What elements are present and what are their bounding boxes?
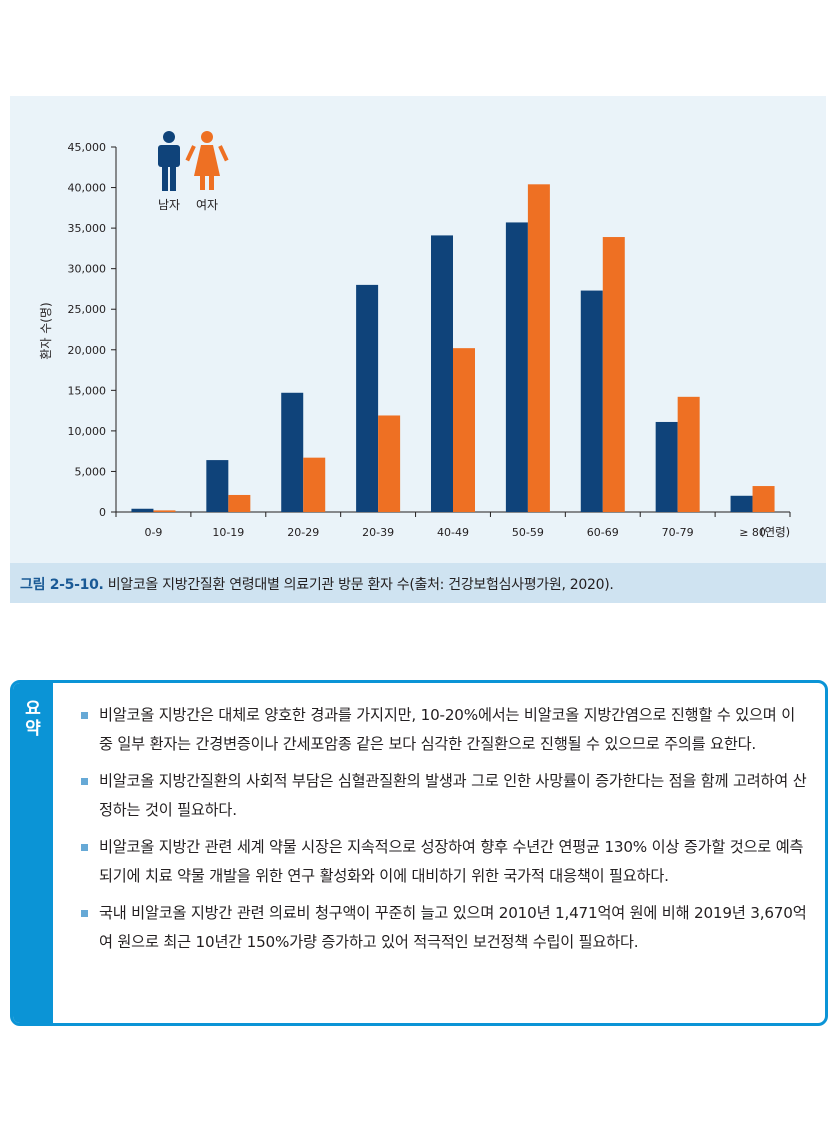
legend-label-female: 여자 <box>196 198 218 212</box>
female-figure-icon <box>185 131 229 190</box>
x-tick-label: 50-59 <box>512 526 544 539</box>
y-tick-label: 30,000 <box>68 263 107 276</box>
bar-female <box>228 494 251 512</box>
summary-item-text: 비알코올 지방간 관련 세계 약물 시장은 지속적으로 성장하여 향후 수년간 … <box>99 838 804 885</box>
bar-female <box>602 237 625 513</box>
y-tick-label: 5,000 <box>75 465 107 478</box>
bullet-icon <box>81 844 88 851</box>
summary-item: 국내 비알코올 지방간 관련 의료비 청구액이 꾸준히 늘고 있으며 2010년… <box>81 899 809 957</box>
male-figure-icon <box>158 131 180 191</box>
y-tick-label: 20,000 <box>68 344 107 357</box>
y-axis: 0 5,000 10,000 15,000 20,000 25,000 30,000 35,0… <box>68 141 117 519</box>
x-axis: 0-9 10-19 20-29 20-39 40-49 50-59 60-69 70-79 ≥ … <box>115 511 791 539</box>
summary-item-text: 비알코올 지방간질환의 사회적 부담은 심혈관질환의 발생과 그로 인한 사망률… <box>99 772 807 819</box>
bar-male <box>431 235 453 512</box>
bar-female <box>527 184 550 513</box>
y-tick-label: 45,000 <box>68 141 107 154</box>
bar-male <box>655 421 678 512</box>
x-tick-label: 60-69 <box>587 526 619 539</box>
summary-box: 요 약 비알코올 지방간은 대체로 양호한 경과를 가지지만, 10-20%에서… <box>10 680 828 1026</box>
summary-item-text: 국내 비알코올 지방간 관련 의료비 청구액이 꾸준히 늘고 있으며 2010년… <box>99 904 807 951</box>
y-tick-label: 25,000 <box>68 303 107 316</box>
bullet-icon <box>81 712 88 719</box>
y-tick-label: 35,000 <box>68 222 107 235</box>
bar-female <box>677 396 700 512</box>
summary-tab-label: 요 약 <box>13 699 53 739</box>
y-tick-label: 0 <box>99 506 106 519</box>
x-axis-unit-label: (연령) <box>760 525 790 539</box>
x-tick-label: 70-79 <box>662 526 694 539</box>
figure-caption-text: 비알코올 지방간질환 연령대별 의료기관 방문 환자 수(출처: 건강보험심사평… <box>103 577 614 593</box>
bullet-icon <box>81 910 88 917</box>
bar-female <box>303 457 326 512</box>
bullet-icon <box>81 778 88 785</box>
bar-male <box>206 460 229 512</box>
summary-list: 비알코올 지방간은 대체로 양호한 경과를 가지지만, 10-20%에서는 비알… <box>81 701 809 965</box>
bar-male <box>131 508 154 512</box>
legend-label-male: 남자 <box>158 198 180 212</box>
figure-caption-bar: 그림 2-5-10. 비알코올 지방간질환 연령대별 의료기관 방문 환자 수(… <box>10 563 826 603</box>
bar-female <box>153 510 176 512</box>
bar-female <box>453 348 475 512</box>
x-tick-label: 20-39 <box>362 526 394 539</box>
bars <box>131 184 775 513</box>
bar-female <box>752 486 775 512</box>
figure-number: 그림 2-5-10. <box>20 577 104 593</box>
summary-item-text: 비알코올 지방간은 대체로 양호한 경과를 가지지만, 10-20%에서는 비알… <box>99 706 795 753</box>
summary-item: 비알코올 지방간 관련 세계 약물 시장은 지속적으로 성장하여 향후 수년간 … <box>81 833 809 891</box>
bar-male <box>580 290 603 512</box>
bar-male <box>505 222 528 512</box>
summary-item: 비알코올 지방간은 대체로 양호한 경과를 가지지만, 10-20%에서는 비알… <box>81 701 809 759</box>
y-axis-label: 환자 수(명) <box>39 302 53 359</box>
bar-chart: 0 5,000 10,000 15,000 20,000 25,000 30,000 35,0… <box>39 131 791 539</box>
bar-male <box>281 392 304 512</box>
figure-caption: 그림 2-5-10. 비알코올 지방간질환 연령대별 의료기관 방문 환자 수(… <box>20 574 614 594</box>
summary-item: 비알코올 지방간질환의 사회적 부담은 심혈관질환의 발생과 그로 인한 사망률… <box>81 767 809 825</box>
summary-tab-char-1: 요 <box>25 699 41 719</box>
bar-male <box>356 284 379 512</box>
x-tick-label: 20-29 <box>287 526 319 539</box>
y-tick-label: 40,000 <box>68 182 107 195</box>
y-tick-label: 15,000 <box>68 384 107 397</box>
x-tick-label: 0-9 <box>144 526 162 539</box>
legend: 남자 여자 <box>158 131 229 212</box>
x-tick-label: 40-49 <box>437 526 469 539</box>
summary-tab-char-2: 약 <box>25 719 41 739</box>
summary-tab: 요 약 <box>13 683 53 1023</box>
chart-panel: 0 5,000 10,000 15,000 20,000 25,000 30,000 35,0… <box>10 96 826 563</box>
bar-female <box>378 415 401 512</box>
y-tick-label: 10,000 <box>68 425 107 438</box>
x-tick-label: 10-19 <box>212 526 244 539</box>
bar-male <box>730 495 753 512</box>
x-tick-label: ≥ 80 <box>739 526 766 539</box>
